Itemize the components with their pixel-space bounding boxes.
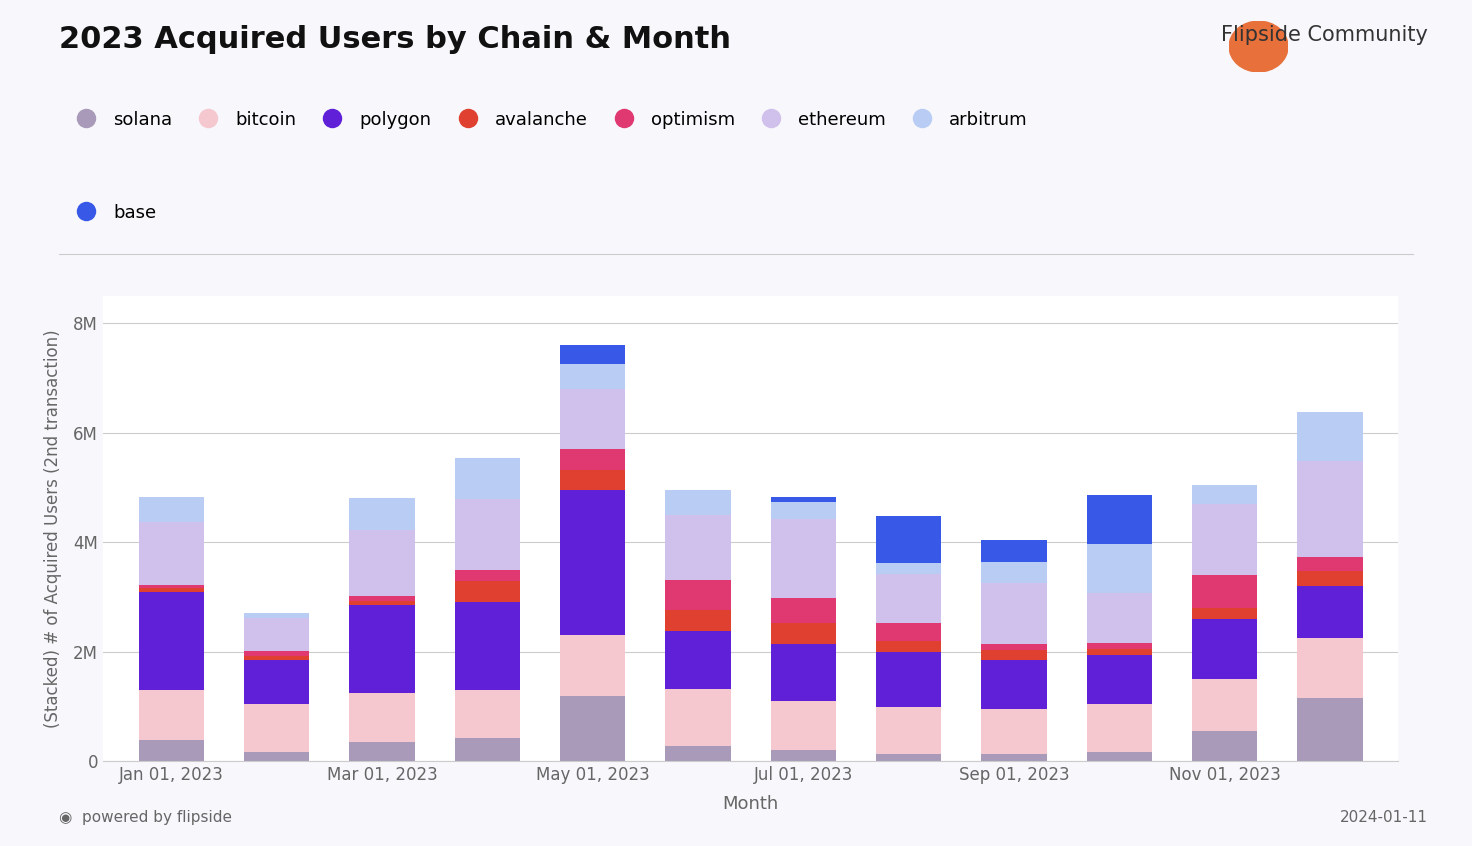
Bar bbox=[244, 660, 309, 704]
Bar bbox=[982, 584, 1047, 644]
Circle shape bbox=[1229, 21, 1288, 72]
Bar bbox=[982, 540, 1047, 562]
Bar bbox=[455, 458, 520, 498]
Y-axis label: (Stacked) # of Acquired Users (2nd transaction): (Stacked) # of Acquired Users (2nd trans… bbox=[44, 329, 62, 728]
Bar bbox=[876, 641, 941, 652]
Bar bbox=[665, 514, 730, 580]
Bar bbox=[138, 589, 205, 591]
Bar bbox=[455, 498, 520, 570]
Text: Flipside Community: Flipside Community bbox=[1220, 25, 1428, 46]
Bar bbox=[876, 623, 941, 641]
Bar bbox=[244, 704, 309, 751]
Bar bbox=[665, 631, 730, 689]
Bar bbox=[1192, 504, 1257, 575]
Bar bbox=[138, 591, 205, 690]
Bar bbox=[455, 570, 520, 580]
Bar bbox=[244, 618, 309, 651]
Bar bbox=[1297, 461, 1363, 558]
Bar bbox=[876, 563, 941, 574]
Bar bbox=[561, 470, 626, 491]
Bar bbox=[1297, 571, 1363, 586]
Bar bbox=[982, 562, 1047, 584]
Bar bbox=[1086, 495, 1153, 544]
Bar bbox=[771, 503, 836, 519]
Bar bbox=[1297, 412, 1363, 461]
Bar bbox=[1192, 731, 1257, 761]
Bar bbox=[561, 388, 626, 449]
Bar bbox=[244, 613, 309, 618]
Bar bbox=[665, 610, 730, 631]
Bar bbox=[982, 644, 1047, 651]
Bar bbox=[982, 660, 1047, 710]
Bar bbox=[561, 449, 626, 470]
Bar bbox=[349, 596, 415, 601]
Text: 2023 Acquired Users by Chain & Month: 2023 Acquired Users by Chain & Month bbox=[59, 25, 732, 54]
Bar bbox=[244, 656, 309, 660]
Bar bbox=[1297, 586, 1363, 638]
Bar bbox=[244, 751, 309, 761]
Bar bbox=[561, 635, 626, 695]
Bar bbox=[771, 623, 836, 644]
Legend: solana, bitcoin, polygon, avalanche, optimism, ethereum, arbitrum: solana, bitcoin, polygon, avalanche, opt… bbox=[68, 111, 1027, 129]
Bar bbox=[138, 497, 205, 522]
Bar bbox=[771, 644, 836, 701]
Bar bbox=[982, 710, 1047, 755]
Bar bbox=[876, 652, 941, 706]
Bar bbox=[982, 755, 1047, 761]
Bar bbox=[349, 530, 415, 596]
Bar bbox=[349, 497, 415, 530]
Bar bbox=[561, 695, 626, 761]
Bar bbox=[665, 490, 730, 514]
Bar bbox=[771, 598, 836, 623]
Bar bbox=[1086, 649, 1153, 655]
Bar bbox=[1297, 558, 1363, 571]
Bar bbox=[876, 755, 941, 761]
Bar bbox=[982, 651, 1047, 660]
Bar bbox=[349, 601, 415, 606]
Text: 🐱: 🐱 bbox=[1248, 40, 1269, 58]
X-axis label: Month: Month bbox=[723, 795, 779, 813]
Text: 2024-01-11: 2024-01-11 bbox=[1340, 810, 1428, 825]
Bar bbox=[455, 690, 520, 739]
Bar bbox=[455, 739, 520, 761]
Bar bbox=[1297, 699, 1363, 761]
Bar bbox=[138, 690, 205, 739]
Bar bbox=[138, 585, 205, 589]
Bar bbox=[1086, 544, 1153, 593]
Bar bbox=[1086, 593, 1153, 643]
Bar bbox=[771, 750, 836, 761]
Bar bbox=[349, 606, 415, 693]
Text: ◉  powered by flipside: ◉ powered by flipside bbox=[59, 810, 233, 825]
Legend: base: base bbox=[68, 204, 156, 222]
Bar bbox=[1192, 485, 1257, 504]
Bar bbox=[665, 689, 730, 746]
Bar bbox=[771, 701, 836, 750]
Bar bbox=[455, 602, 520, 690]
Bar bbox=[771, 519, 836, 598]
Bar bbox=[1192, 575, 1257, 608]
Bar bbox=[561, 364, 626, 388]
Bar bbox=[455, 580, 520, 602]
Bar bbox=[1086, 704, 1153, 751]
Bar bbox=[1192, 608, 1257, 619]
Bar bbox=[665, 746, 730, 761]
Bar bbox=[138, 739, 205, 761]
Bar bbox=[876, 574, 941, 623]
Bar bbox=[349, 693, 415, 742]
Bar bbox=[876, 706, 941, 755]
Bar bbox=[771, 497, 836, 503]
Bar bbox=[1086, 751, 1153, 761]
Bar bbox=[1192, 619, 1257, 679]
Bar bbox=[1192, 679, 1257, 731]
Bar bbox=[1297, 638, 1363, 699]
Bar bbox=[138, 522, 205, 585]
Bar bbox=[349, 742, 415, 761]
Bar bbox=[876, 516, 941, 563]
Bar bbox=[561, 345, 626, 364]
Bar bbox=[1086, 655, 1153, 704]
Bar bbox=[665, 580, 730, 610]
Bar bbox=[561, 491, 626, 635]
Bar bbox=[244, 651, 309, 656]
Bar bbox=[1086, 643, 1153, 649]
